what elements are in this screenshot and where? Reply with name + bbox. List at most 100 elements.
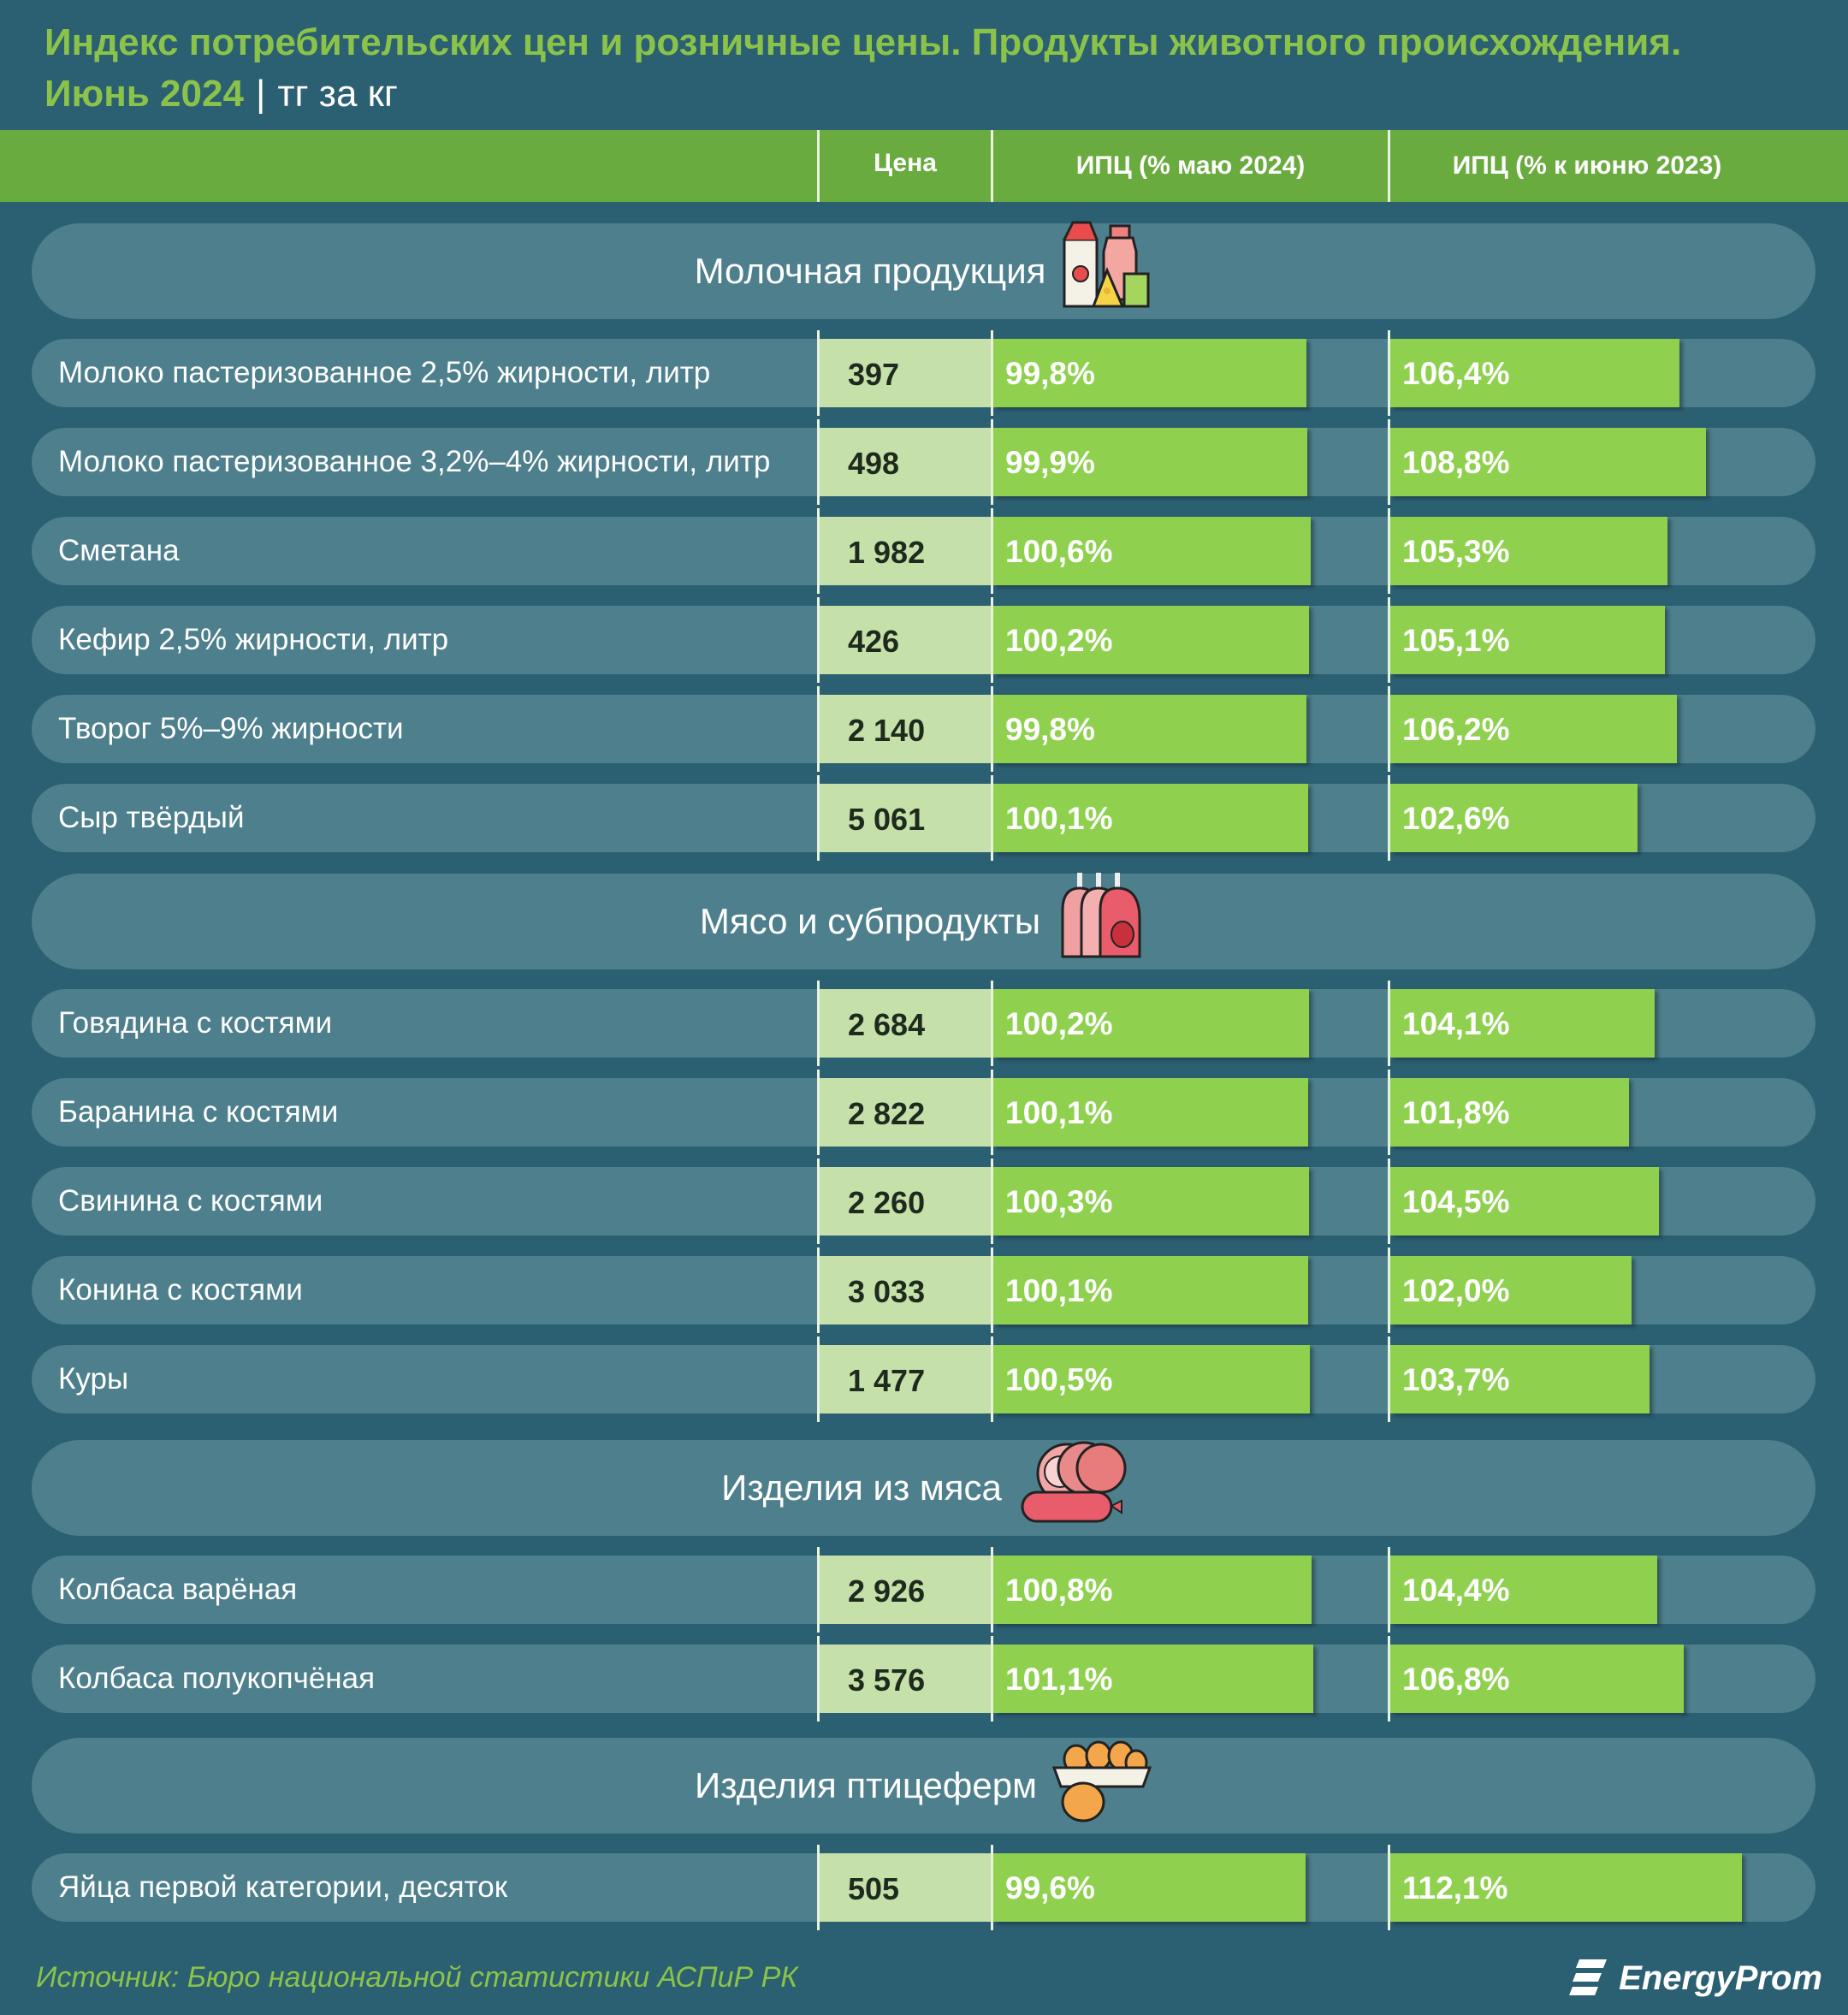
category-label: Изделия из мяса <box>721 1467 1002 1508</box>
price-cell <box>817 428 991 496</box>
brand-logo: EnergyProm <box>1567 1956 1822 2000</box>
cpi-year-bar <box>1390 695 1677 763</box>
cpi-year-bar <box>1390 1645 1684 1713</box>
cpi-month-label: 100,3% <box>1005 1184 1113 1219</box>
column-divider <box>991 330 993 416</box>
cpi-month-bar <box>993 1345 1310 1413</box>
price-cell <box>817 695 991 763</box>
price-value: 426 <box>848 624 900 659</box>
row-label: Куры <box>58 1362 129 1396</box>
price-cell <box>817 784 991 852</box>
cpi-year-label: 106,2% <box>1402 712 1510 747</box>
row-label: Яйца первой категории, десяток <box>58 1870 507 1904</box>
cpi-year-label: 106,8% <box>1402 1662 1510 1697</box>
category-label: Мясо и субпродукты <box>699 901 1041 941</box>
cpi-year-bar <box>1390 1078 1629 1147</box>
column-divider <box>1388 1636 1390 1722</box>
price-value: 2 684 <box>848 1007 926 1042</box>
cpi-month-label: 100,5% <box>1005 1362 1113 1397</box>
price-cell <box>817 1256 991 1325</box>
cpi-year-label: 104,4% <box>1402 1573 1510 1608</box>
cpi-year-label: 104,1% <box>1402 1006 1510 1041</box>
column-divider <box>817 686 820 772</box>
cpi-month-bar <box>993 989 1309 1058</box>
price-cell <box>817 1853 991 1922</box>
cpi-year-label: 102,0% <box>1402 1273 1510 1308</box>
cpi-month-bar <box>993 606 1309 674</box>
cpi-year-label: 102,6% <box>1402 801 1510 836</box>
price-cell <box>817 989 991 1058</box>
cpi-year-label: 104,5% <box>1402 1184 1510 1219</box>
column-divider <box>817 508 820 594</box>
column-divider <box>991 1248 993 1333</box>
title-unit: тг за кг <box>277 73 398 115</box>
column-divider <box>817 1070 820 1155</box>
header-cpi-year: ИПЦ (% к июню 2023) <box>1452 151 1722 180</box>
row-label: Говядина с костями <box>58 1006 333 1040</box>
title-line-1: Индекс потребительских цен и розничные ц… <box>44 21 1682 63</box>
column-divider <box>817 1336 820 1422</box>
column-divider <box>1388 686 1390 772</box>
column-divider <box>817 597 820 683</box>
cpi-year-bar <box>1390 517 1667 585</box>
price-value: 2 822 <box>848 1096 926 1131</box>
chart-title: Индекс потребительских цен и розничные ц… <box>44 17 1807 120</box>
cpi-year-label: 108,8% <box>1402 445 1510 480</box>
column-divider <box>1388 1336 1390 1422</box>
eggs-icon <box>1051 1732 1153 1828</box>
column-divider <box>991 1845 993 1930</box>
category-banner <box>32 223 1815 319</box>
column-divider <box>991 508 993 594</box>
column-divider <box>1388 330 1390 416</box>
column-divider <box>817 981 820 1066</box>
meat-icon <box>1054 868 1148 963</box>
price-cell <box>817 606 991 674</box>
category-banner <box>32 1440 1815 1536</box>
category-banner <box>32 1738 1815 1834</box>
cpi-year-bar <box>1390 784 1638 852</box>
column-divider <box>1388 1547 1390 1633</box>
category-label: Молочная продукция <box>694 251 1046 291</box>
column-divider <box>991 1636 993 1722</box>
cpi-month-label: 100,2% <box>1005 1006 1113 1041</box>
cpi-month-label: 100,6% <box>1005 534 1113 569</box>
price-value: 397 <box>848 357 900 392</box>
column-divider <box>1388 419 1390 505</box>
price-cell <box>817 1645 991 1713</box>
cpi-month-label: 99,8% <box>1005 712 1095 747</box>
price-value: 498 <box>848 446 900 481</box>
cpi-month-bar <box>993 339 1306 407</box>
header-divider <box>1388 130 1390 202</box>
column-divider <box>991 1336 993 1422</box>
row-label: Молоко пастеризованное 3,2%–4% жирности,… <box>58 445 771 478</box>
header-divider <box>991 130 993 202</box>
price-value: 2 926 <box>848 1573 926 1609</box>
category-heading: Мясо и субпродукты <box>0 873 1848 969</box>
title-line-2: Июнь 2024 | тг за кг <box>44 68 1807 120</box>
cpi-year-label: 105,3% <box>1402 534 1510 569</box>
column-divider <box>991 597 993 683</box>
column-divider <box>991 981 993 1066</box>
cpi-year-bar <box>1390 1167 1659 1236</box>
sausage-icon <box>1016 1434 1127 1530</box>
column-divider <box>991 775 993 861</box>
price-cell <box>817 1345 991 1413</box>
cpi-month-bar <box>993 1167 1309 1236</box>
column-divider <box>1388 1248 1390 1333</box>
column-divider <box>1388 508 1390 594</box>
price-value: 3 033 <box>848 1274 926 1309</box>
cpi-month-label: 99,6% <box>1005 1870 1095 1905</box>
row-label: Колбаса полукопчёная <box>58 1662 376 1695</box>
row-label: Кефир 2,5% жирности, литр <box>58 623 449 656</box>
cpi-month-bar <box>993 784 1308 852</box>
cpi-year-label: 105,1% <box>1402 623 1510 658</box>
row-label: Колбаса варёная <box>58 1573 298 1606</box>
price-cell <box>817 1556 991 1624</box>
energyprom-logo-icon <box>1569 1959 1608 1995</box>
price-value: 505 <box>848 1871 900 1906</box>
column-divider <box>1388 1070 1390 1155</box>
price-value: 2 260 <box>848 1185 926 1220</box>
brand-name: EnergyProm <box>1619 1959 1822 1997</box>
cpi-year-bar <box>1390 1556 1657 1624</box>
column-divider <box>817 1248 820 1333</box>
